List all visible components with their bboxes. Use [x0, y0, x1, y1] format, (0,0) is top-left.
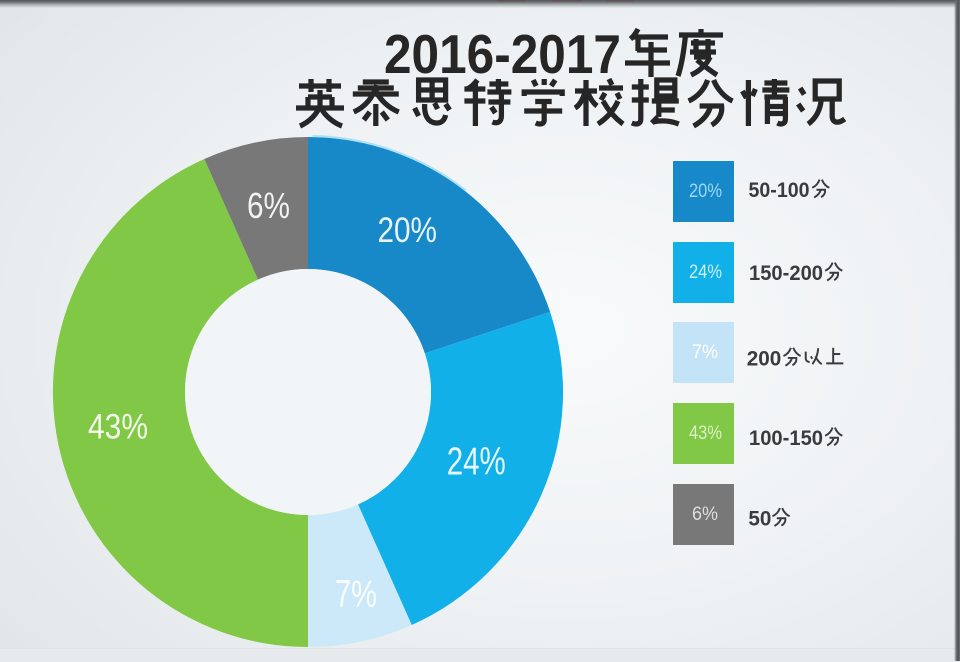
- svg-text:50: 50: [748, 508, 771, 531]
- svg-text:24%: 24%: [689, 261, 722, 283]
- svg-text:43%: 43%: [88, 408, 148, 447]
- svg-text:100-150: 100-150: [749, 427, 823, 450]
- svg-text:200: 200: [747, 347, 782, 370]
- svg-text:7%: 7%: [335, 574, 377, 616]
- svg-text:2016-2017: 2016-2017: [384, 23, 621, 85]
- svg-text:6%: 6%: [247, 185, 290, 226]
- svg-text:50-100: 50-100: [749, 179, 810, 202]
- svg-text:7%: 7%: [692, 341, 718, 363]
- svg-text:150-200: 150-200: [749, 262, 823, 285]
- svg-text:6%: 6%: [692, 503, 718, 525]
- svg-text:20%: 20%: [689, 180, 722, 202]
- svg-text:20%: 20%: [378, 211, 438, 250]
- svg-text:43%: 43%: [689, 422, 722, 444]
- svg-text:24%: 24%: [447, 441, 506, 484]
